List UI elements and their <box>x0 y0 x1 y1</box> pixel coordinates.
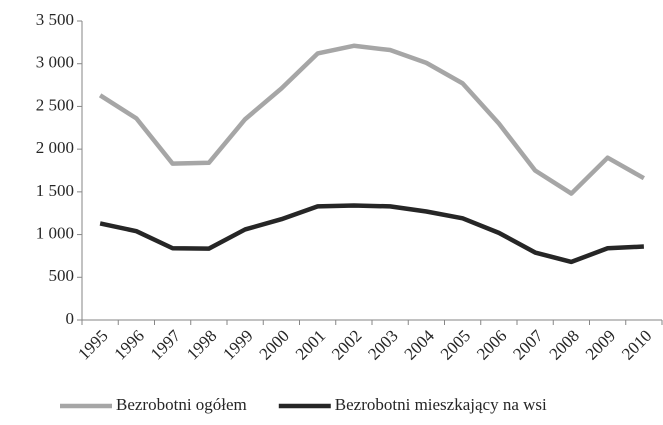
x-tick-label: 2006 <box>473 326 510 363</box>
x-tick-label: 2002 <box>328 326 365 363</box>
x-tick-label: 2005 <box>437 326 474 363</box>
y-tick-label: 500 <box>49 266 75 285</box>
y-tick-label: 0 <box>66 309 75 328</box>
x-tick-label: 2001 <box>292 326 329 363</box>
legend-label: Bezrobotni ogółem <box>116 395 247 414</box>
x-tick-label: 1999 <box>219 326 256 363</box>
x-tick-label: 2007 <box>509 326 547 364</box>
y-tick-label: 2 500 <box>36 95 74 114</box>
x-tick-label: 2009 <box>582 326 619 363</box>
x-tick-label: 2004 <box>400 326 438 364</box>
x-tick-label: 1995 <box>74 326 111 363</box>
x-tick-label: 2000 <box>255 326 292 363</box>
series-line <box>99 203 644 265</box>
y-tick-label: 1 500 <box>36 181 74 200</box>
y-tick-label: 2 000 <box>36 138 74 157</box>
x-tick-label: 2010 <box>618 326 655 363</box>
y-tick-label: 3 000 <box>36 53 74 72</box>
x-tick-label: 2008 <box>545 326 582 363</box>
x-tick-label: 1996 <box>110 326 147 363</box>
y-tick-label: 3 500 <box>36 10 74 29</box>
series-line <box>98 43 645 196</box>
legend-label: Bezrobotni mieszkający na wsi <box>335 395 547 414</box>
x-tick-label: 2003 <box>364 326 401 363</box>
y-tick-label: 1 000 <box>36 223 74 242</box>
x-tick-label: 1997 <box>147 326 185 364</box>
x-tick-label: 1998 <box>183 326 220 363</box>
